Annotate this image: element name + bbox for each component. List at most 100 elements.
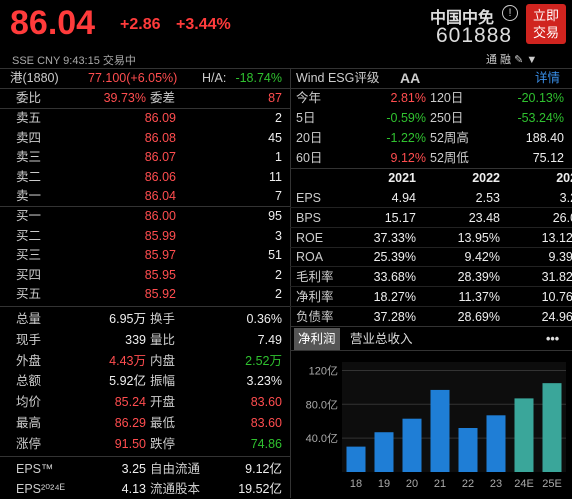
bar[interactable] <box>542 383 562 472</box>
return-value-2: -53.24% <box>517 111 564 125</box>
fin-label: BPS <box>296 210 322 225</box>
hk-row: 港(1880) 77.100(+6.05%) H/A: -18.74% <box>0 68 290 88</box>
fin-label: 净利率 <box>296 290 334 304</box>
price-change-pct: +3.44% <box>176 16 231 33</box>
x-tick-label: 25E <box>542 478 562 490</box>
fin-value: 37.28% <box>373 309 416 324</box>
fin-row: ROE 37.33% 13.95% 13.12% <box>290 228 572 248</box>
ask-label: 卖四 <box>16 130 42 145</box>
stat-row: 涨停 91.50 跌停 74.86 <box>0 434 290 454</box>
return-row: 今年 2.81% 120日 -20.13% <box>290 88 572 108</box>
fin-value: 33.68% <box>373 270 416 285</box>
fin-value: 10.76% <box>541 290 572 304</box>
x-tick-label: 22 <box>462 478 474 490</box>
stat-value: 85.24 <box>114 395 146 410</box>
stat-value-2: 83.60 <box>250 395 282 410</box>
ask-row: 卖一 86.04 7 <box>0 186 290 206</box>
stat-value: 4.43万 <box>109 353 146 368</box>
return-row: 5日 -0.59% 250日 -53.24% <box>290 108 572 128</box>
bid-price: 86.00 <box>144 209 176 223</box>
ask-price: 86.09 <box>144 111 176 125</box>
ask-label: 卖二 <box>16 169 42 184</box>
return-value-2: -20.13% <box>517 91 564 105</box>
stat-label: EPS²⁰²⁴ᴱ <box>16 482 65 496</box>
wind-row[interactable]: Wind ESG评级 AA 详情 <box>290 68 572 88</box>
bid-row: 买四 85.95 2 <box>0 265 290 285</box>
return-label: 20日 <box>296 131 323 145</box>
bid-row: 买一 86.00 95 <box>0 206 290 226</box>
stock-name: 中国中免 <box>430 10 495 27</box>
tab-net-profit[interactable]: 净利润 <box>294 328 340 350</box>
ask-row: 卖三 86.07 1 <box>0 147 290 167</box>
return-value-2: 75.12 <box>532 151 564 165</box>
profit-bar-chart: 120亿 80.0亿 40.0亿 18 19 20 21 22 23 24E 25E <box>306 362 566 490</box>
fin-label: 负债率 <box>296 309 334 324</box>
bar[interactable] <box>486 415 506 472</box>
return-row: 20日 -1.22% 52周高 188.40 <box>290 128 572 148</box>
bar[interactable] <box>514 398 534 472</box>
ask-price: 86.07 <box>144 150 176 165</box>
return-label: 60日 <box>296 151 323 165</box>
stat-value: 5.92亿 <box>109 374 146 389</box>
trade-button[interactable]: 立即交易 <box>526 4 566 44</box>
bid-price: 85.99 <box>144 228 176 243</box>
bar[interactable] <box>374 432 394 472</box>
y-tick-label: 80.0亿 <box>306 398 338 411</box>
return-label-2: 52周低 <box>430 151 469 165</box>
stat-row: EPS™ 3.25 自由流通 9.12亿 <box>0 459 290 479</box>
ask-label: 卖三 <box>16 150 42 165</box>
stat-label-2: 开盘 <box>150 395 176 410</box>
stat-value-2: 83.60 <box>250 416 282 430</box>
ask-price: 86.04 <box>144 189 176 204</box>
fin-value: 11.37% <box>458 290 500 304</box>
info-icon[interactable]: ! <box>502 5 518 21</box>
toolbar-icons[interactable]: 通 融 ✎ ▼ <box>486 54 538 66</box>
ask-row: 卖五 86.09 2 <box>0 108 290 128</box>
stat-label-2: 最低 <box>150 416 176 430</box>
wind-label: Wind ESG评级 <box>296 71 380 85</box>
fin-value: 25.39% <box>373 250 416 265</box>
ratio-value: 39.73% <box>103 91 146 105</box>
bid-volume: 2 <box>275 287 282 302</box>
bid-volume: 3 <box>275 228 282 243</box>
stat-label: 均价 <box>16 395 42 410</box>
return-value: -1.22% <box>386 131 426 145</box>
stat-label-2: 换手 <box>150 312 176 326</box>
return-row: 60日 9.12% 52周低 75.12 <box>290 148 572 168</box>
fin-value: 23.48 <box>468 210 500 225</box>
fin-row: 毛利率 33.68% 28.39% 31.82% <box>290 267 572 288</box>
stat-label: 最高 <box>16 416 42 430</box>
more-icon[interactable]: ••• <box>546 332 560 346</box>
fin-value: 26.02 <box>552 210 572 225</box>
bar[interactable] <box>346 446 366 472</box>
fin-header-row: 2021 2022 2023 <box>290 168 572 188</box>
fin-label: ROA <box>296 250 324 265</box>
stat-value: 6.95万 <box>109 312 146 326</box>
bar[interactable] <box>430 389 450 472</box>
x-tick-label: 18 <box>350 478 362 490</box>
bid-row: 买五 85.92 2 <box>0 284 290 304</box>
return-label: 今年 <box>296 91 322 105</box>
bid-volume: 2 <box>275 267 282 282</box>
stat-label: EPS™ <box>16 462 54 476</box>
quote-header: 86.04 +2.86 +3.44% SSE CNY 9:43:15 交易中 中… <box>0 0 572 68</box>
stat-value-2: 2.52万 <box>245 353 282 368</box>
bid-label: 买二 <box>16 228 42 243</box>
stat-value-2: 3.23% <box>246 374 282 389</box>
stat-label: 现手 <box>16 332 42 347</box>
ask-volume: 2 <box>275 111 282 125</box>
ask-price: 86.08 <box>144 130 176 145</box>
tab-revenue[interactable]: 营业总收入 <box>350 332 413 346</box>
bid-row: 买二 85.99 3 <box>0 226 290 246</box>
bar[interactable] <box>402 418 422 472</box>
return-label-2: 52周高 <box>430 131 469 145</box>
ask-volume: 1 <box>275 150 282 165</box>
bar[interactable] <box>458 428 478 472</box>
esg-rating: AA <box>400 70 421 86</box>
detail-link[interactable]: 详情 <box>534 71 560 85</box>
stat-value-2: 74.86 <box>250 436 282 451</box>
ratio-row: 委比 39.73% 委差 87 <box>0 88 290 108</box>
y-tick-label: 120亿 <box>309 364 338 377</box>
stat-label-2: 内盘 <box>150 353 176 368</box>
return-label-2: 120日 <box>430 91 464 105</box>
